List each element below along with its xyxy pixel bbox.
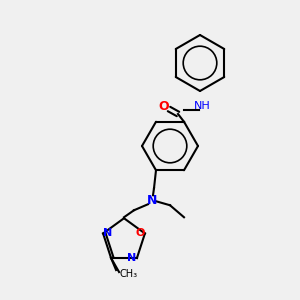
Text: NH: NH bbox=[194, 101, 210, 111]
Text: O: O bbox=[159, 100, 169, 112]
Text: N: N bbox=[127, 253, 136, 263]
Text: O: O bbox=[135, 229, 145, 238]
Text: N: N bbox=[147, 194, 157, 207]
Text: N: N bbox=[103, 229, 113, 238]
Text: CH₃: CH₃ bbox=[119, 269, 137, 279]
